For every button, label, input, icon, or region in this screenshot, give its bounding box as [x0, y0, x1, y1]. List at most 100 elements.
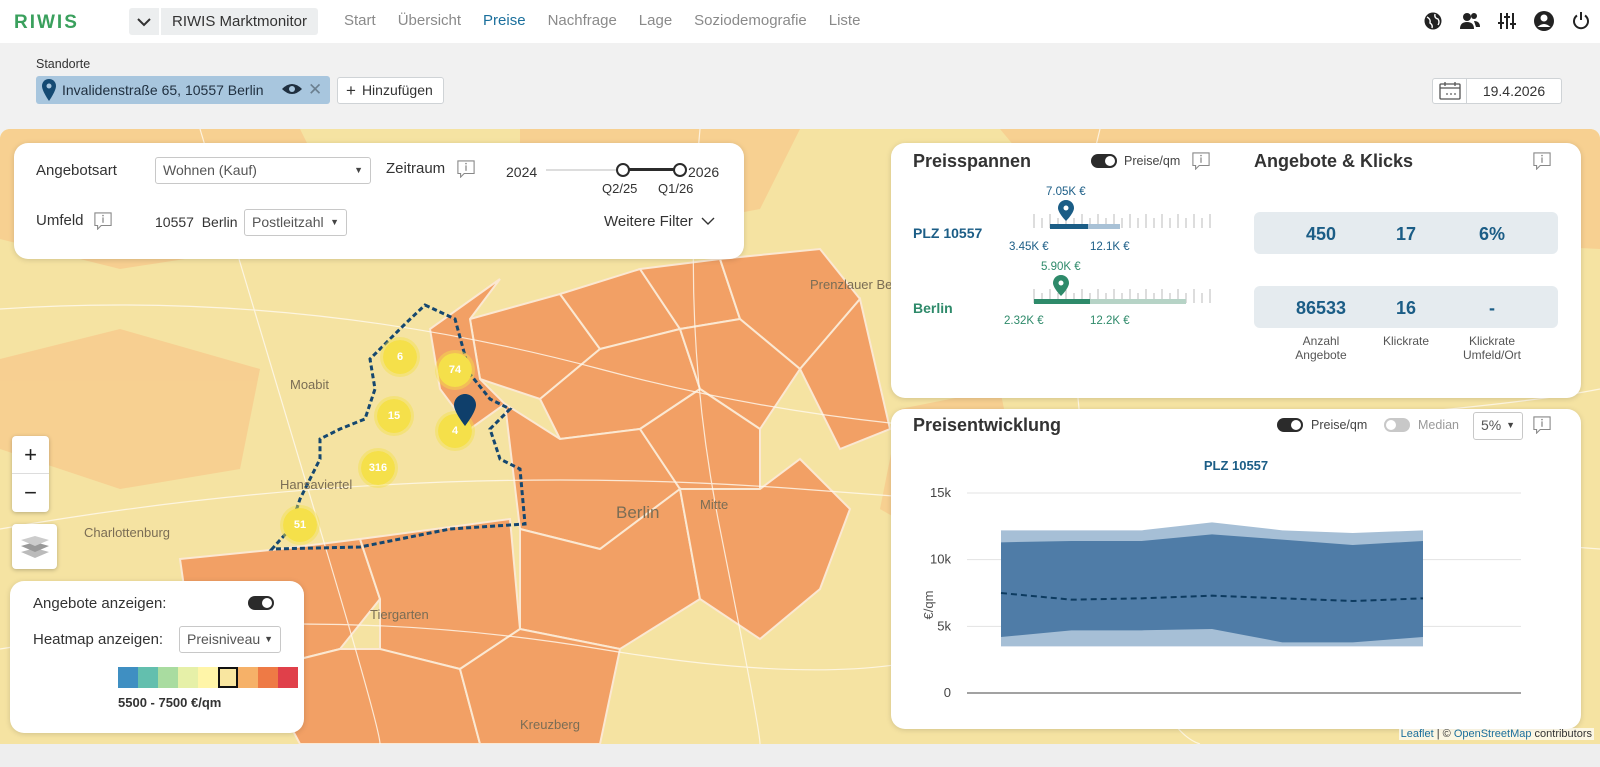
chart-tick-label: 5k — [937, 618, 951, 633]
map-label-kreuzberg: Kreuzberg — [520, 717, 580, 732]
preisspannen-qm-label: Preise/qm — [1124, 154, 1181, 168]
main-nav: Start Übersicht Preise Nachfrage Lage So… — [344, 12, 860, 29]
angebotsart-select[interactable]: Wohnen (Kauf) ▼ — [155, 157, 371, 184]
info-icon[interactable] — [1532, 152, 1552, 170]
users-icon[interactable] — [1459, 10, 1481, 32]
zoom-out-button[interactable]: − — [24, 480, 37, 505]
chart-median-line — [1000, 592, 1424, 603]
layers-button[interactable] — [12, 524, 57, 569]
stat-anzahl-plz: 450 — [1305, 224, 1337, 244]
power-icon[interactable] — [1570, 10, 1592, 32]
map-label-hansaviertel: Hansaviertel — [280, 477, 352, 492]
leaflet-link[interactable]: Leaflet — [1400, 728, 1434, 740]
osm-link[interactable]: OpenStreetMap — [1453, 728, 1532, 740]
plz-max: 12.1K € — [1090, 241, 1130, 253]
zoom-in-button[interactable]: + — [12, 436, 49, 474]
trend-title: Preisentwicklung — [913, 415, 1062, 435]
nav-preise[interactable]: Preise — [483, 12, 526, 29]
cluster-marker[interactable]: 316 — [358, 448, 398, 488]
globe-icon[interactable] — [1422, 10, 1444, 32]
map-label-prenzlauer-berg: Prenzlauer Berg — [810, 277, 904, 292]
nav-soziodemografie[interactable]: Soziodemografie — [694, 12, 807, 29]
price-span-card — [891, 143, 1581, 398]
map-label-berlin: Berlin — [616, 503, 659, 522]
nav-liste[interactable]: Liste — [828, 12, 861, 29]
standorte-label: Standorte — [36, 57, 91, 71]
umfeld-type-value: Postleitzahl — [252, 214, 324, 230]
map-label-moabit: Moabit — [290, 377, 329, 392]
plz-median: 7.05K € — [1046, 186, 1086, 198]
info-icon[interactable] — [456, 160, 476, 178]
caret-down-icon: ▼ — [354, 165, 363, 175]
trend-qm-label: Preise/qm — [1311, 418, 1368, 432]
stat-klickrate-umfeld-berlin: - — [1489, 298, 1495, 318]
map-attribution: Leaflet | © OpenStreetMap contributors — [1398, 728, 1594, 740]
show-offers-label: Angebote anzeigen: — [33, 595, 167, 612]
riwis-logo[interactable]: RIWIS — [14, 12, 79, 33]
umfeld-type-select[interactable]: Postleitzahl ▼ — [244, 209, 347, 236]
location-chip[interactable]: Invalidenstraße 65, 10557 Berlin ✕ — [36, 76, 330, 104]
cluster-marker[interactable]: 15 — [374, 396, 414, 436]
angebotsart-label: Angebotsart — [36, 162, 117, 179]
cluster-marker[interactable]: 51 — [280, 505, 320, 545]
app-switcher-button[interactable] — [129, 8, 159, 35]
chart-tick-label: 15k — [930, 485, 951, 500]
range-from-label: Q2/25 — [602, 181, 638, 196]
legend-swatch — [218, 667, 238, 688]
umfeld-value: 10557 Berlin — [155, 214, 238, 230]
location-chip-label: Invalidenstraße 65, 10557 Berlin — [62, 82, 264, 98]
app-title[interactable]: RIWIS Marktmonitor — [161, 8, 319, 35]
preisspannen-qm-toggle[interactable] — [1091, 154, 1117, 168]
location-pin-icon[interactable] — [454, 394, 476, 426]
more-filters-label: Weitere Filter — [604, 213, 693, 230]
more-filters-button[interactable]: Weitere Filter — [604, 213, 715, 230]
percent-value: 5% — [1481, 417, 1502, 433]
median-toggle[interactable] — [1384, 418, 1410, 432]
stat-klickrate-umfeld-plz: 6% — [1478, 224, 1505, 244]
sliders-icon[interactable] — [1496, 10, 1518, 32]
nav-lage[interactable]: Lage — [638, 12, 673, 29]
legend-swatch — [238, 667, 258, 688]
cluster-count: 316 — [368, 462, 388, 474]
date-picker[interactable]: 19.4.2026 — [1432, 78, 1562, 104]
caption-klickrate: Klickrate — [1382, 334, 1429, 348]
nav-nachfrage[interactable]: Nachfrage — [547, 12, 617, 29]
row-label-berlin: Berlin — [913, 300, 953, 316]
chevron-down-icon — [701, 217, 715, 225]
cluster-marker[interactable]: 74 — [435, 350, 475, 390]
heatmap-select[interactable]: Preisniveau ▼ — [179, 626, 281, 653]
account-icon[interactable] — [1533, 10, 1555, 32]
map-label-mitte: Mitte — [700, 497, 728, 512]
angebote-title: Angebote & Klicks — [1254, 151, 1414, 171]
layers-icon — [20, 535, 49, 558]
add-location-button[interactable]: + Hinzufügen — [337, 77, 444, 104]
percent-select[interactable]: 5% ▼ — [1473, 412, 1523, 440]
berlin-min: 2.32K € — [1004, 315, 1044, 327]
nav-uebersicht[interactable]: Übersicht — [397, 12, 462, 29]
stat-anzahl-berlin: 86533 — [1295, 298, 1347, 318]
stat-klickrate-berlin: 16 — [1395, 298, 1417, 318]
info-icon[interactable] — [93, 212, 113, 230]
range-to-label: Q1/26 — [658, 181, 694, 196]
info-icon[interactable] — [1191, 152, 1211, 170]
show-offers-toggle[interactable] — [248, 596, 274, 610]
zeitraum-slider-track[interactable] — [546, 169, 680, 171]
plus-icon: + — [346, 81, 356, 100]
info-icon[interactable] — [1532, 416, 1552, 434]
cluster-count: 4 — [451, 425, 459, 437]
cluster-marker[interactable]: 6 — [380, 337, 420, 377]
calendar-icon — [1433, 79, 1467, 103]
add-location-label: Hinzufügen — [361, 82, 433, 98]
slider-handle-to[interactable] — [673, 163, 687, 177]
nav-start[interactable]: Start — [344, 12, 376, 29]
eye-icon[interactable] — [282, 82, 302, 96]
caption-anzahl: Anzahl Angebote — [1295, 334, 1347, 362]
slider-handle-from[interactable] — [616, 163, 630, 177]
remove-location-icon[interactable]: ✕ — [308, 80, 323, 99]
show-heatmap-label: Heatmap anzeigen: — [33, 631, 164, 648]
trend-qm-toggle[interactable] — [1277, 418, 1303, 432]
legend-swatch — [138, 667, 158, 688]
caret-down-icon: ▼ — [1506, 420, 1515, 430]
cluster-count: 15 — [387, 410, 401, 422]
top-icons — [1422, 10, 1592, 32]
